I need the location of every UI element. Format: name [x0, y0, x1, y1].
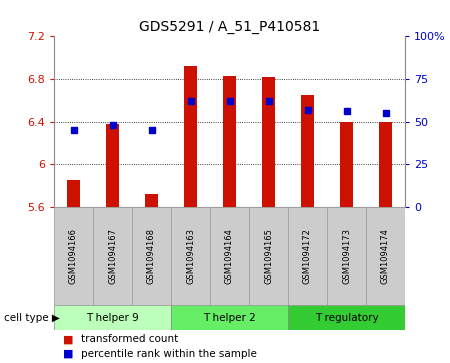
Bar [93, 207, 132, 305]
Text: GSM1094165: GSM1094165 [264, 228, 273, 284]
Bar [223, 76, 236, 207]
Text: T helper 2: T helper 2 [203, 313, 256, 323]
Text: percentile rank within the sample: percentile rank within the sample [81, 349, 257, 359]
Bar [145, 194, 158, 207]
Text: GSM1094173: GSM1094173 [342, 228, 351, 284]
Bar [301, 95, 314, 207]
Bar [288, 305, 405, 330]
Bar [327, 207, 366, 305]
Bar [54, 305, 171, 330]
Text: GSM1094166: GSM1094166 [69, 228, 78, 284]
Bar [262, 77, 275, 207]
Text: ■: ■ [63, 349, 73, 359]
Bar [171, 207, 210, 305]
Bar [210, 207, 249, 305]
Text: ■: ■ [63, 334, 73, 344]
Text: transformed count: transformed count [81, 334, 178, 344]
Text: GSM1094174: GSM1094174 [381, 228, 390, 284]
Bar [184, 66, 198, 207]
Text: GSM1094172: GSM1094172 [303, 228, 312, 284]
Bar [67, 180, 80, 207]
Text: GSM1094167: GSM1094167 [108, 228, 117, 284]
Bar [171, 305, 288, 330]
Bar [340, 122, 353, 207]
Bar [366, 207, 405, 305]
Bar [132, 207, 171, 305]
Text: T helper 9: T helper 9 [86, 313, 139, 323]
Text: GSM1094164: GSM1094164 [225, 228, 234, 284]
Text: cell type ▶: cell type ▶ [4, 313, 60, 323]
Bar [106, 124, 119, 207]
Bar [288, 207, 327, 305]
Text: GSM1094163: GSM1094163 [186, 228, 195, 284]
Text: GSM1094168: GSM1094168 [147, 228, 156, 284]
Bar [54, 207, 93, 305]
Title: GDS5291 / A_51_P410581: GDS5291 / A_51_P410581 [139, 20, 320, 34]
Bar [379, 122, 392, 207]
Text: T regulatory: T regulatory [315, 313, 378, 323]
Bar [249, 207, 288, 305]
